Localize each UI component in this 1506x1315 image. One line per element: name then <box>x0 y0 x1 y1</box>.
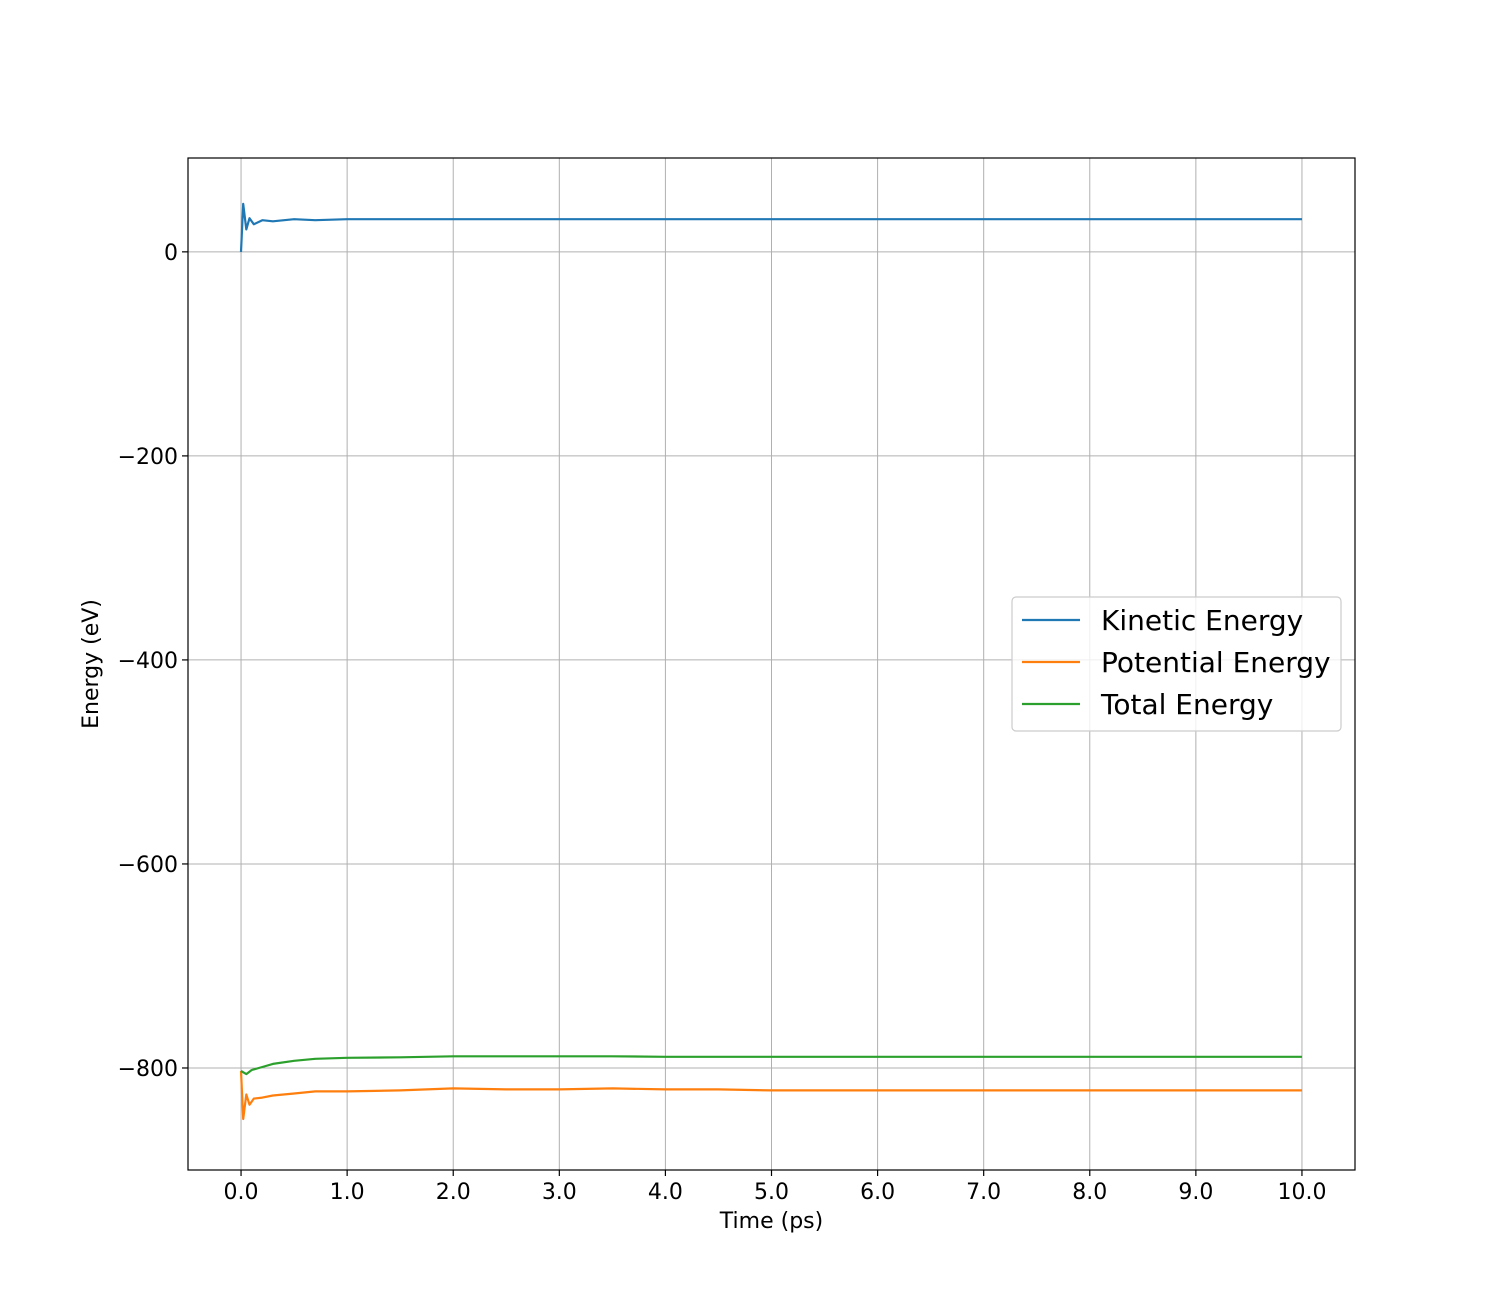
x-tick-label: 3.0 <box>542 1180 577 1205</box>
legend-label: Potential Energy <box>1101 646 1331 679</box>
y-tick-label: −600 <box>118 853 178 878</box>
y-tick-label: 0 <box>164 241 178 266</box>
x-tick-label: 10.0 <box>1277 1180 1326 1205</box>
legend: Kinetic Energy Potential Energy Total Ener… <box>1011 596 1342 732</box>
series-line-potential-energy <box>239 1070 1302 1121</box>
y-tick-label: −200 <box>118 445 178 470</box>
legend-label: Total Energy <box>1100 688 1273 721</box>
x-tick-label: 7.0 <box>966 1180 1001 1205</box>
legend-label: Kinetic Energy <box>1101 604 1303 637</box>
x-tick-label: 0.0 <box>224 1180 259 1205</box>
x-tick-label: 6.0 <box>860 1180 895 1205</box>
x-tick-label: 4.0 <box>648 1180 683 1205</box>
y-axis-ticks: 0 −200 −400 −600 −800 <box>118 241 188 1082</box>
x-tick-label: 2.0 <box>436 1180 471 1205</box>
x-axis-ticks: 0.0 1.0 2.0 3.0 4.0 5.0 6.0 7.0 8.0 9.0 10.0 <box>224 1170 1326 1205</box>
y-axis-label: Energy (eV) <box>79 599 104 729</box>
x-tick-label: 8.0 <box>1072 1180 1107 1205</box>
series-layer <box>239 202 1302 1121</box>
x-tick-label: 5.0 <box>754 1180 789 1205</box>
series-line-total-energy <box>240 1055 1302 1076</box>
y-tick-label: −800 <box>118 1057 178 1082</box>
y-tick-label: −400 <box>118 649 178 674</box>
x-tick-label: 1.0 <box>330 1180 365 1205</box>
x-axis-label: Time (ps) <box>719 1209 823 1234</box>
legend-box <box>1011 596 1342 732</box>
x-tick-label: 9.0 <box>1178 1180 1213 1205</box>
series-line-kinetic-energy <box>239 202 1302 252</box>
